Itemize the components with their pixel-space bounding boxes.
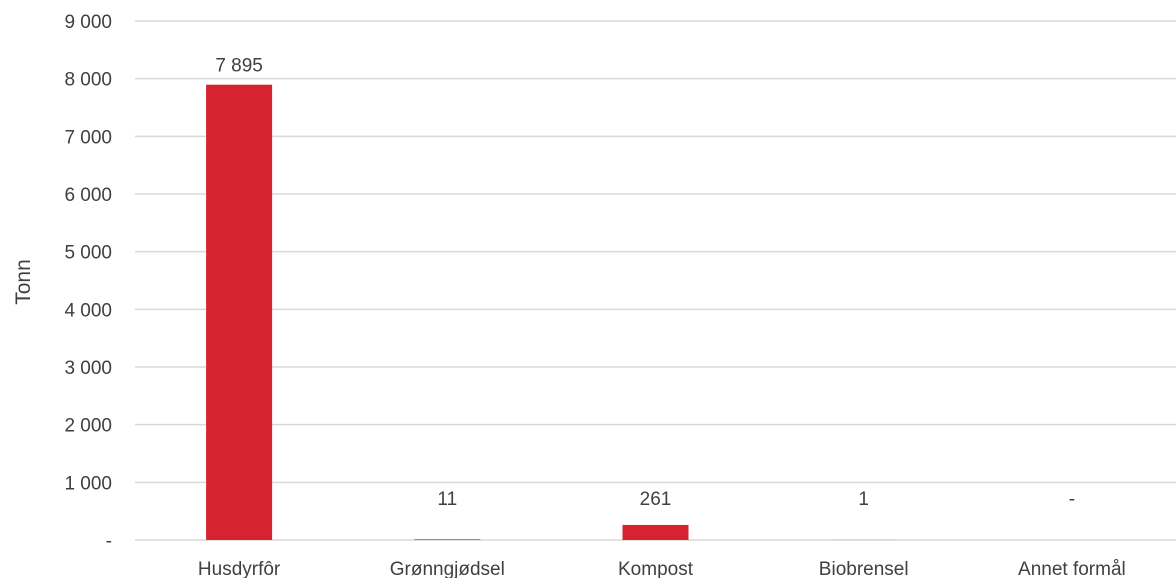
y-tick-label: 8 000: [64, 70, 112, 91]
x-axis-ticks: Husdyrfôr Grønngjødsel Kompost Biobrensel An…: [198, 559, 1126, 578]
y-tick-label: 5 000: [64, 243, 112, 264]
x-tick-label: Annet formål: [1018, 559, 1126, 578]
bars: [206, 85, 897, 540]
gridlines: [135, 21, 1176, 540]
y-axis-label: Tonn: [12, 259, 35, 305]
x-tick-label: Biobrensel: [819, 559, 909, 578]
data-label: -: [1069, 489, 1075, 510]
y-tick-label: -: [106, 531, 112, 552]
bar: [414, 539, 480, 540]
bar: [623, 525, 689, 540]
y-axis-ticks: - 1 000 2 000 3 000 4 000 5 000 6 000 7 000 8 00…: [64, 12, 112, 552]
y-tick-label: 3 000: [64, 358, 112, 379]
y-tick-label: 7 000: [64, 127, 112, 148]
bar: [206, 85, 272, 540]
y-tick-label: 1 000: [64, 473, 112, 494]
y-tick-label: 9 000: [64, 12, 112, 33]
y-tick-label: 6 000: [64, 185, 112, 206]
data-label: 11: [437, 489, 457, 510]
y-tick-label: 4 000: [64, 300, 112, 321]
data-labels: 7 895 11 261 1 -: [215, 56, 1075, 510]
x-tick-label: Kompost: [618, 559, 694, 578]
x-tick-label: Husdyrfôr: [198, 559, 281, 578]
data-label: 1: [858, 489, 869, 510]
data-label: 7 895: [215, 56, 263, 77]
y-tick-label: 2 000: [64, 416, 112, 437]
x-tick-label: Grønngjødsel: [390, 559, 505, 578]
data-label: 261: [640, 489, 672, 510]
